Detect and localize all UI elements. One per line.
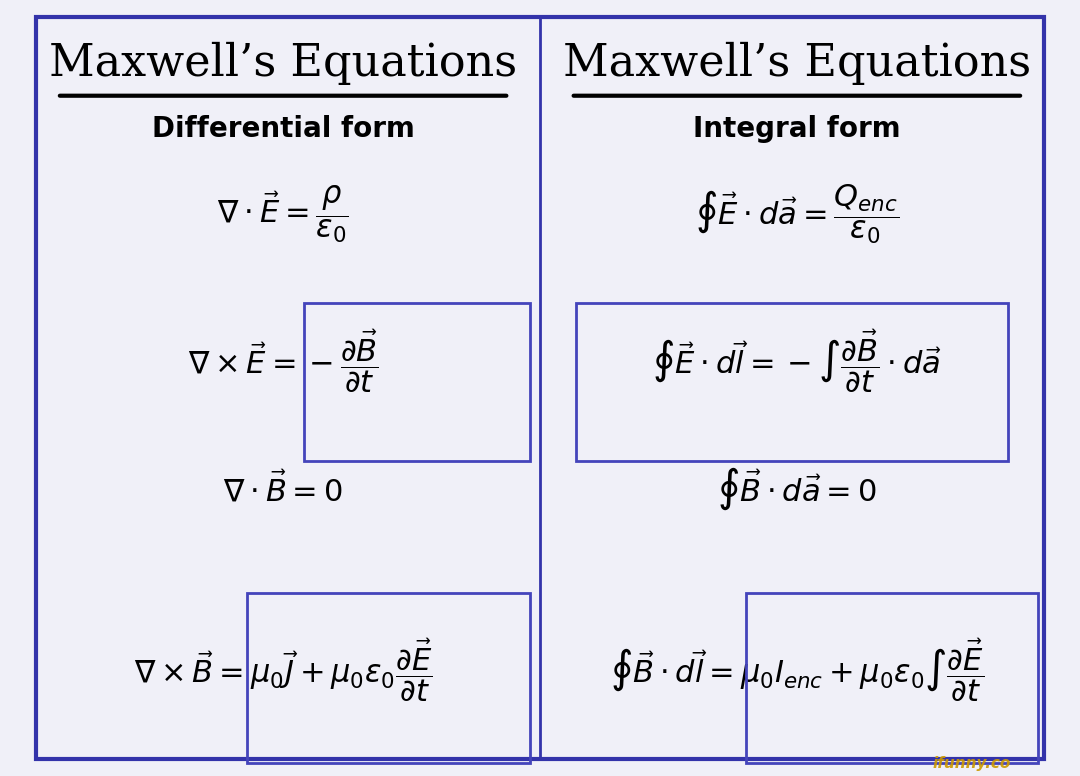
Text: $\oint \vec{E} \cdot d\vec{a} = \dfrac{Q_{enc}}{\varepsilon_0}$: $\oint \vec{E} \cdot d\vec{a} = \dfrac{Q… — [694, 182, 899, 246]
Text: $\oint \vec{B} \cdot d\vec{l} = \mu_0 I_{enc} + \mu_0\varepsilon_0 \int \dfrac{\: $\oint \vec{B} \cdot d\vec{l} = \mu_0 I_… — [610, 636, 984, 704]
Text: $\nabla \cdot \vec{E} = \dfrac{\rho}{\varepsilon_0}$: $\nabla \cdot \vec{E} = \dfrac{\rho}{\va… — [217, 183, 349, 245]
Text: ifunny.co: ifunny.co — [932, 756, 1011, 771]
Text: $\oint \vec{E} \cdot d\vec{l} = -\int \dfrac{\partial \vec{B}}{\partial t} \cdot: $\oint \vec{E} \cdot d\vec{l} = -\int \d… — [652, 327, 942, 395]
Text: Maxwell’s Equations: Maxwell’s Equations — [49, 42, 517, 85]
Text: Differential form: Differential form — [151, 115, 415, 143]
Text: Maxwell’s Equations: Maxwell’s Equations — [563, 42, 1031, 85]
Text: $\nabla \times \vec{B} = \mu_0\vec{J} + \mu_0\varepsilon_0\dfrac{\partial \vec{E: $\nabla \times \vec{B} = \mu_0\vec{J} + … — [134, 636, 432, 704]
FancyBboxPatch shape — [37, 17, 1043, 759]
Text: $\oint \vec{B} \cdot d\vec{a} = 0$: $\oint \vec{B} \cdot d\vec{a} = 0$ — [717, 466, 877, 511]
Text: $\nabla \cdot \vec{B} = 0$: $\nabla \cdot \vec{B} = 0$ — [224, 470, 343, 507]
Text: Integral form: Integral form — [693, 115, 901, 143]
Text: $\nabla \times \vec{E} = -\dfrac{\partial \vec{B}}{\partial t}$: $\nabla \times \vec{E} = -\dfrac{\partia… — [188, 327, 378, 395]
